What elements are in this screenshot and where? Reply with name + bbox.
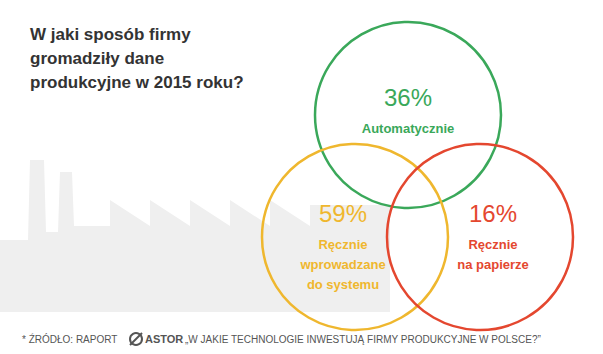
svg-text:Automatycznie: Automatycznie: [362, 121, 454, 136]
svg-text:produkcyjne w 2015 roku?: produkcyjne w 2015 roku?: [30, 73, 244, 92]
svg-text:W jaki sposób firmy: W jaki sposób firmy: [30, 25, 191, 44]
svg-text:Ręcznie: Ręcznie: [468, 237, 517, 252]
svg-text:59%: 59%: [319, 200, 367, 227]
svg-text:na papierze: na papierze: [457, 257, 529, 272]
svg-text:ASTOR: ASTOR: [145, 333, 183, 345]
svg-text:wprowadzane: wprowadzane: [299, 257, 385, 272]
svg-text:do systemu: do systemu: [307, 277, 379, 292]
svg-text:* ŹRÓDŁO: RAPORT: * ŹRÓDŁO: RAPORT: [22, 333, 117, 345]
svg-text:16%: 16%: [469, 200, 517, 227]
svg-text:36%: 36%: [384, 84, 432, 111]
svg-text:Ręcznie: Ręcznie: [318, 237, 367, 252]
svg-text:„W JAKIE TECHNOLOGIE INWESTUJĄ: „W JAKIE TECHNOLOGIE INWESTUJĄ FIRMY PRO…: [185, 334, 541, 345]
svg-text:gromadziły dane: gromadziły dane: [30, 49, 164, 68]
